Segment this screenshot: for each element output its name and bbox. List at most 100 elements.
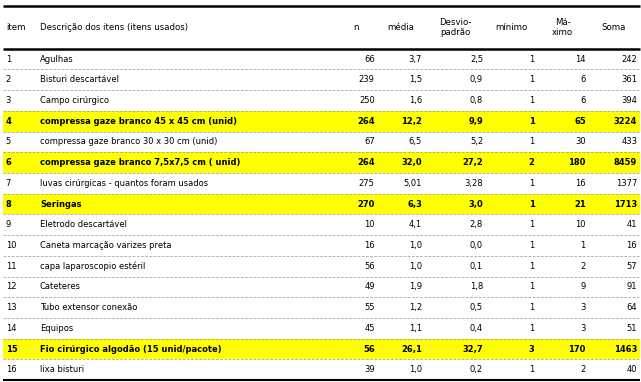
- Text: 275: 275: [359, 179, 375, 188]
- Text: 0,5: 0,5: [470, 303, 483, 312]
- Text: 1,0: 1,0: [409, 262, 422, 271]
- Text: Caneta marcação varizes preta: Caneta marcação varizes preta: [40, 241, 172, 250]
- Text: 264: 264: [357, 158, 375, 167]
- Text: 10: 10: [364, 220, 375, 229]
- Text: 3: 3: [6, 96, 11, 105]
- Text: 0,1: 0,1: [470, 262, 483, 271]
- Text: 49: 49: [364, 282, 375, 291]
- Text: 1: 1: [529, 220, 535, 229]
- Bar: [3, 194, 640, 214]
- Text: 0,0: 0,0: [470, 241, 483, 250]
- Text: n: n: [353, 23, 359, 32]
- Text: 39: 39: [364, 365, 375, 374]
- Bar: [3, 339, 640, 359]
- Text: 1: 1: [529, 117, 535, 126]
- Text: Cateteres: Cateteres: [40, 282, 81, 291]
- Text: 0,8: 0,8: [470, 96, 483, 105]
- Text: média: média: [388, 23, 414, 32]
- Text: 56: 56: [363, 345, 375, 353]
- Text: 1377: 1377: [616, 179, 637, 188]
- Text: 6: 6: [6, 158, 12, 167]
- Text: 67: 67: [364, 138, 375, 146]
- Text: 56: 56: [364, 262, 375, 271]
- Text: 3,28: 3,28: [465, 179, 483, 188]
- Text: 3: 3: [581, 324, 586, 333]
- Text: 180: 180: [569, 158, 586, 167]
- Text: 16: 16: [6, 365, 17, 374]
- Text: 0,2: 0,2: [470, 365, 483, 374]
- Text: 4: 4: [6, 117, 12, 126]
- Text: Seringas: Seringas: [40, 199, 81, 209]
- Text: 170: 170: [569, 345, 586, 353]
- Text: 1: 1: [529, 96, 535, 105]
- Text: Má-
ximo: Má- ximo: [552, 18, 573, 37]
- Text: 1: 1: [529, 55, 535, 64]
- Text: 9: 9: [6, 220, 11, 229]
- Text: 5,01: 5,01: [404, 179, 422, 188]
- Text: 0,4: 0,4: [470, 324, 483, 333]
- Text: 16: 16: [364, 241, 375, 250]
- Text: 1: 1: [581, 241, 586, 250]
- Text: 32,7: 32,7: [463, 345, 483, 353]
- Text: 6: 6: [581, 75, 586, 84]
- Text: 2: 2: [6, 75, 11, 84]
- Text: 12,2: 12,2: [401, 117, 422, 126]
- Text: 1,9: 1,9: [409, 282, 422, 291]
- Text: 51: 51: [627, 324, 637, 333]
- Text: 16: 16: [575, 179, 586, 188]
- Text: capa laparoscopio estéril: capa laparoscopio estéril: [40, 261, 146, 271]
- Text: 5: 5: [6, 138, 11, 146]
- Text: 2: 2: [581, 262, 586, 271]
- Text: 14: 14: [576, 55, 586, 64]
- Text: 1463: 1463: [614, 345, 637, 353]
- Text: Desvio-
padrão: Desvio- padrão: [439, 18, 471, 37]
- Text: item: item: [6, 23, 25, 32]
- Text: compressa gaze branco 30 x 30 cm (unid): compressa gaze branco 30 x 30 cm (unid): [40, 138, 217, 146]
- Text: 66: 66: [364, 55, 375, 64]
- Text: 3224: 3224: [614, 117, 637, 126]
- Text: 91: 91: [627, 282, 637, 291]
- Text: luvas cirúrgicas - quantos foram usados: luvas cirúrgicas - quantos foram usados: [40, 179, 208, 188]
- Text: 1,6: 1,6: [409, 96, 422, 105]
- Text: 3,7: 3,7: [408, 55, 422, 64]
- Text: Campo cirúrgico: Campo cirúrgico: [40, 96, 109, 105]
- Text: 1: 1: [529, 199, 535, 209]
- Text: 57: 57: [626, 262, 637, 271]
- Text: 1: 1: [529, 282, 535, 291]
- Text: 9,9: 9,9: [469, 117, 483, 126]
- Text: 1713: 1713: [614, 199, 637, 209]
- Text: 41: 41: [627, 220, 637, 229]
- Text: 27,2: 27,2: [462, 158, 483, 167]
- Text: 433: 433: [621, 138, 637, 146]
- Text: 3: 3: [529, 345, 535, 353]
- Text: Descrição dos itens (itens usados): Descrição dos itens (itens usados): [40, 23, 188, 32]
- Text: 1,8: 1,8: [470, 282, 483, 291]
- Text: Fio cirúrgico algodão (15 unid/pacote): Fio cirúrgico algodão (15 unid/pacote): [40, 345, 222, 353]
- Text: 3,0: 3,0: [469, 199, 483, 209]
- Text: 7: 7: [6, 179, 11, 188]
- Text: 64: 64: [626, 303, 637, 312]
- Text: 14: 14: [6, 324, 16, 333]
- Text: 12: 12: [6, 282, 16, 291]
- Text: 1: 1: [529, 365, 535, 374]
- Text: Agulhas: Agulhas: [40, 55, 74, 64]
- Text: 21: 21: [574, 199, 586, 209]
- Text: 32,0: 32,0: [401, 158, 422, 167]
- Text: 10: 10: [576, 220, 586, 229]
- Text: 65: 65: [574, 117, 586, 126]
- Text: 1,1: 1,1: [409, 324, 422, 333]
- Text: 2,8: 2,8: [470, 220, 483, 229]
- Text: 1: 1: [529, 303, 535, 312]
- Text: mínimo: mínimo: [495, 23, 528, 32]
- Bar: [3, 152, 640, 173]
- Text: 11: 11: [6, 262, 16, 271]
- Text: 1: 1: [529, 324, 535, 333]
- Text: 8459: 8459: [614, 158, 637, 167]
- Text: 4,1: 4,1: [409, 220, 422, 229]
- Text: 264: 264: [357, 117, 375, 126]
- Text: Soma: Soma: [602, 23, 626, 32]
- Text: 361: 361: [621, 75, 637, 84]
- Text: 6,5: 6,5: [409, 138, 422, 146]
- Text: 1,0: 1,0: [409, 241, 422, 250]
- Text: 1: 1: [529, 241, 535, 250]
